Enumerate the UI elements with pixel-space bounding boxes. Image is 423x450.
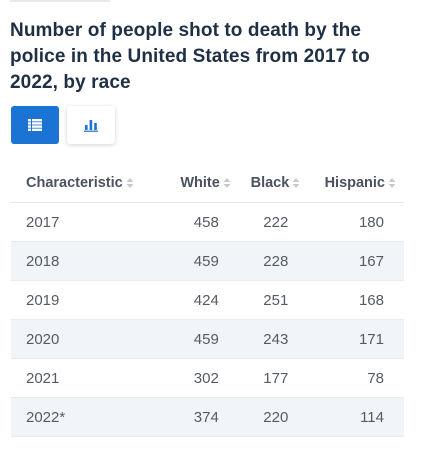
table-row: 2017 458 222 180 [11,202,404,242]
cell-hispanic: 114 [308,397,404,437]
cell-year: 2021 [11,358,169,398]
cell-hispanic: 171 [308,319,404,359]
column-header-characteristic[interactable]: Characteristic [11,164,169,203]
cell-white: 459 [168,241,239,281]
cell-year: 2019 [11,280,169,320]
cell-white: 424 [168,280,239,320]
table-header-row: Characteristic White Black Hispanic [11,164,404,203]
cell-hispanic: 78 [308,358,404,398]
top-divider [10,0,110,2]
sort-icon [126,178,134,189]
data-table: Characteristic White Black Hispanic 2017… [11,164,404,437]
table-row: 2022* 374 220 114 [11,397,404,437]
sort-icon [223,178,231,189]
page-title: Number of people shot to death by the po… [10,20,370,93]
table-row: 2020 459 243 171 [11,319,404,359]
table-row: 2021 302 177 78 [11,358,404,398]
cell-white: 459 [168,319,239,359]
column-header-white[interactable]: White [168,164,239,203]
view-toggle [11,106,115,144]
cell-white: 302 [168,358,239,398]
cell-black: 251 [238,280,309,320]
cell-hispanic: 168 [308,280,404,320]
cell-year: 2022* [11,397,169,437]
cell-black: 243 [238,319,309,359]
cell-black: 220 [238,397,309,437]
cell-year: 2020 [11,319,169,359]
table-row: 2019 424 251 168 [11,280,404,320]
cell-hispanic: 167 [308,241,404,281]
chart-view-button[interactable] [67,106,115,144]
cell-hispanic: 180 [308,202,404,242]
table-view-button[interactable] [11,106,59,144]
bar-chart-icon [84,119,98,132]
cell-black: 228 [238,241,309,281]
column-header-black[interactable]: Black [238,164,309,203]
sort-icon [388,178,396,189]
cell-white: 458 [168,202,239,242]
table-grid-icon [28,119,42,131]
cell-black: 177 [238,358,309,398]
cell-year: 2017 [11,202,169,242]
sort-icon [292,178,300,189]
cell-white: 374 [168,397,239,437]
column-header-hispanic[interactable]: Hispanic [308,164,404,203]
cell-year: 2018 [11,241,169,281]
table-row: 2018 459 228 167 [11,241,404,281]
cell-black: 222 [238,202,309,242]
